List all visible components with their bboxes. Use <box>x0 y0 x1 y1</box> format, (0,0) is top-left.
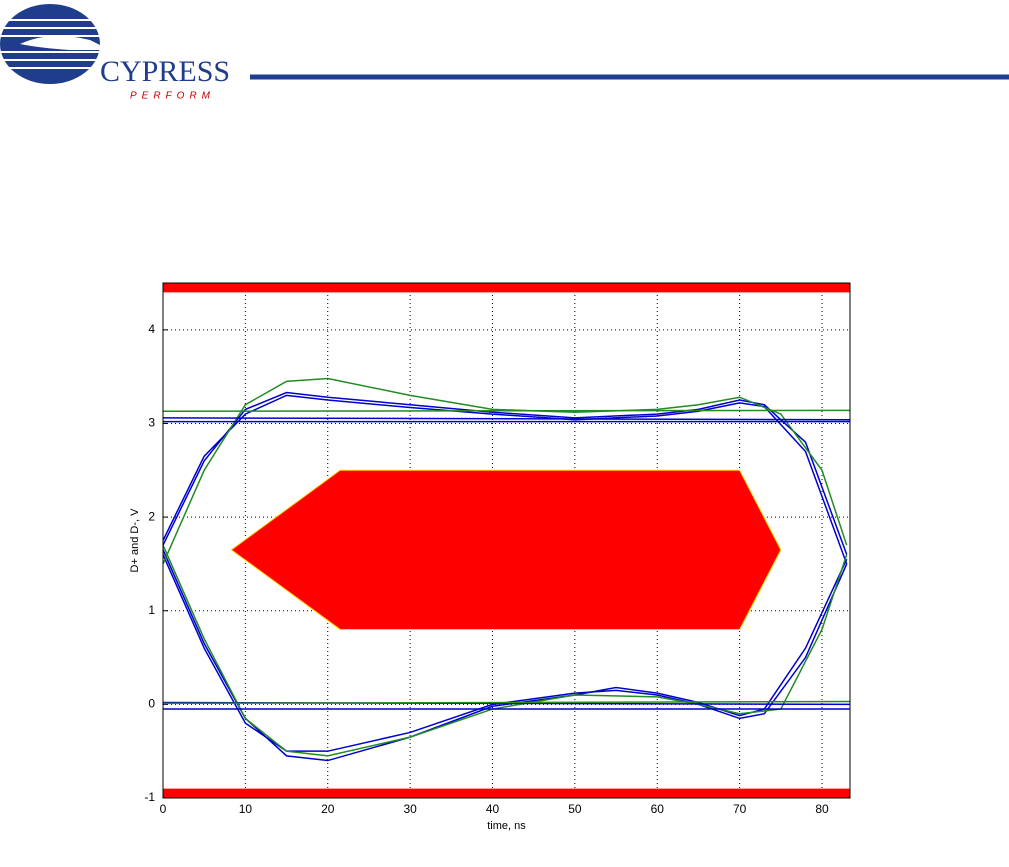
y-tick-label: -1 <box>144 790 155 804</box>
x-tick-label: 40 <box>486 802 500 816</box>
x-axis-label: time, ns <box>487 820 526 832</box>
trace <box>162 391 848 555</box>
trace <box>162 700 851 705</box>
mask-region <box>163 283 850 293</box>
y-tick-label: 0 <box>148 697 155 711</box>
x-tick-label: 20 <box>321 802 335 816</box>
tagline: PERFORM <box>130 91 215 102</box>
x-tick-label: 0 <box>160 802 167 816</box>
y-tick-label: 3 <box>148 416 155 430</box>
brand: CYPRESS <box>100 55 230 88</box>
x-tick-label: 10 <box>239 802 253 816</box>
y-axis-label: D+ and D-, V <box>129 508 141 573</box>
trace <box>162 554 848 752</box>
mask-region <box>163 788 850 798</box>
x-tick-label: 30 <box>403 802 417 816</box>
trace <box>162 409 851 413</box>
y-tick-label: 4 <box>148 322 155 336</box>
y-tick-label: 1 <box>148 603 155 617</box>
y-tick-label: 2 <box>148 509 155 523</box>
x-tick-label: 80 <box>815 802 829 816</box>
logo <box>0 4 110 84</box>
x-tick-label: 50 <box>568 802 582 816</box>
x-tick-label: 60 <box>651 802 665 816</box>
plot-frame <box>162 282 851 799</box>
trace <box>162 417 851 421</box>
x-tick-label: 70 <box>733 802 747 816</box>
mask-region <box>230 469 782 630</box>
